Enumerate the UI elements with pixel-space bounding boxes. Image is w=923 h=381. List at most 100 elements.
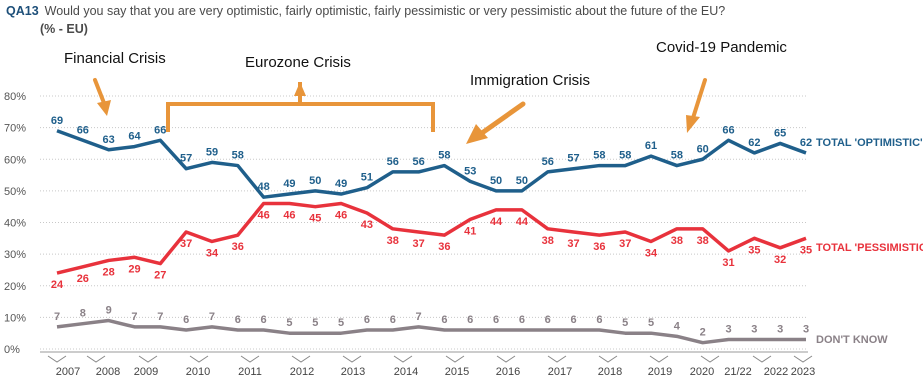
data-label-dont-know: 7 — [416, 311, 422, 323]
y-tick-label: 30% — [4, 249, 26, 261]
data-label-optimistic: 62 — [748, 137, 760, 149]
data-label-pessimistic: 46 — [257, 210, 269, 222]
data-label-optimistic: 49 — [283, 178, 295, 190]
question-header: QA13 Would you say that you are very opti… — [6, 4, 725, 18]
x-tick-chevron — [189, 355, 209, 363]
arrowhead-immigration-crisis — [466, 124, 488, 144]
series-line-dont-know — [56, 318, 806, 345]
data-label-dont-know: 5 — [338, 317, 344, 329]
data-label-pessimistic: 29 — [128, 263, 140, 275]
data-label-pessimistic: 32 — [774, 254, 786, 266]
x-tick-chevron — [240, 355, 260, 363]
data-label-dont-know: 5 — [622, 317, 628, 329]
data-label-optimistic: 56 — [412, 156, 424, 168]
data-label-dont-know: 7 — [157, 311, 163, 323]
x-tick-label: 2015 — [445, 366, 469, 378]
data-label-dont-know: 7 — [54, 311, 60, 323]
data-label-pessimistic: 37 — [619, 238, 631, 250]
data-label-optimistic: 53 — [464, 165, 476, 177]
x-tick-chevron — [342, 355, 362, 363]
x-tick-label: 2013 — [341, 366, 365, 378]
data-label-dont-know: 6 — [570, 314, 576, 326]
data-label-optimistic: 51 — [361, 172, 373, 184]
x-tick-label: 2009 — [134, 366, 158, 378]
x-tick-chevron — [86, 355, 106, 363]
bracket-eurozone-peak — [294, 82, 306, 96]
x-tick-chevron — [793, 355, 813, 363]
data-label-optimistic: 57 — [180, 153, 192, 165]
data-label-dont-know: 6 — [545, 314, 551, 326]
x-tick-label: 2007 — [56, 366, 80, 378]
x-tick-chevron — [649, 355, 669, 363]
data-label-pessimistic: 26 — [77, 273, 89, 285]
x-tick-label: 2012 — [290, 366, 314, 378]
data-label-optimistic: 60 — [697, 143, 709, 155]
x-tick-label: 2010 — [186, 366, 210, 378]
data-label-optimistic: 50 — [516, 175, 528, 187]
x-tick-chevron — [547, 355, 567, 363]
data-label-pessimistic: 35 — [748, 244, 760, 256]
x-tick-chevron — [138, 355, 158, 363]
x-tick-label: 2014 — [394, 366, 418, 378]
data-label-pessimistic: 45 — [309, 213, 321, 225]
data-label-optimistic: 66 — [722, 124, 734, 136]
data-label-pessimistic: 34 — [645, 247, 658, 259]
data-label-dont-know: 9 — [106, 305, 112, 317]
y-tick-label: 40% — [4, 218, 26, 230]
data-label-pessimistic: 44 — [516, 216, 529, 228]
x-tick-chevron — [752, 355, 772, 363]
data-label-optimistic: 56 — [387, 156, 399, 168]
data-label-optimistic: 57 — [567, 153, 579, 165]
data-label-optimistic: 59 — [206, 146, 218, 158]
data-label-pessimistic: 37 — [567, 238, 579, 250]
data-label-optimistic: 66 — [77, 124, 89, 136]
series-name-optimistic: TOTAL 'OPTIMISTIC' — [816, 137, 923, 149]
data-label-pessimistic: 38 — [542, 235, 554, 247]
x-tick-label: 2020 — [690, 366, 714, 378]
data-label-dont-know: 7 — [209, 311, 215, 323]
data-label-dont-know: 3 — [777, 324, 783, 336]
arrow-immigration-crisis — [479, 101, 526, 136]
x-tick-label: 2018 — [598, 366, 622, 378]
data-label-pessimistic: 37 — [180, 238, 192, 250]
data-label-pessimistic: 28 — [103, 266, 115, 278]
data-label-dont-know: 4 — [674, 320, 681, 332]
data-label-dont-know: 5 — [312, 317, 318, 329]
x-tick-chevron — [598, 355, 618, 363]
series-line-pessimistic — [56, 201, 807, 275]
data-label-dont-know: 6 — [364, 314, 370, 326]
data-label-pessimistic: 27 — [154, 270, 166, 282]
x-tick-chevron — [47, 355, 67, 363]
x-tick-label: 2017 — [548, 366, 572, 378]
question-subtext: (% - EU) — [40, 22, 88, 36]
data-label-pessimistic: 46 — [283, 210, 295, 222]
series-name-dont-know: DON'T KNOW — [816, 334, 888, 346]
bracket-eurozone-crisis — [166, 102, 435, 132]
x-tick-label: 2022 — [764, 366, 788, 378]
series-line-optimistic — [56, 129, 807, 199]
data-label-pessimistic: 34 — [206, 247, 219, 259]
data-label-optimistic: 58 — [232, 150, 244, 162]
data-label-optimistic: 62 — [800, 137, 812, 149]
data-label-optimistic: 56 — [542, 156, 554, 168]
data-label-dont-know: 6 — [493, 314, 499, 326]
data-label-optimistic: 66 — [154, 124, 166, 136]
data-label-pessimistic: 35 — [800, 244, 812, 256]
data-label-dont-know: 6 — [183, 314, 189, 326]
annotation-covid-pandemic: Covid-19 Pandemic — [656, 39, 787, 56]
data-label-dont-know: 6 — [441, 314, 447, 326]
x-tick-label: 2023 — [791, 366, 815, 378]
x-tick-chevron — [496, 355, 516, 363]
data-label-pessimistic: 31 — [722, 257, 734, 269]
x-tick-chevron — [700, 355, 720, 363]
data-label-optimistic: 61 — [645, 140, 657, 152]
data-label-dont-know: 3 — [803, 324, 809, 336]
data-label-pessimistic: 37 — [412, 238, 424, 250]
x-tick-label: 21/22 — [724, 366, 752, 378]
annotation-immigration-crisis: Immigration Crisis — [470, 72, 590, 89]
x-tick-chevron — [445, 355, 465, 363]
data-label-pessimistic: 36 — [593, 241, 605, 253]
data-label-pessimistic: 24 — [51, 279, 64, 291]
y-tick-label: 0% — [4, 344, 20, 356]
